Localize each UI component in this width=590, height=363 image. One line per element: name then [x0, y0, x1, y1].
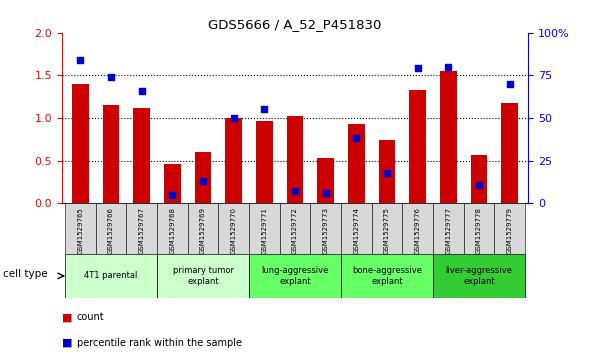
- Text: GSM1529765: GSM1529765: [77, 207, 83, 254]
- Text: GSM1529776: GSM1529776: [415, 207, 421, 254]
- Text: primary tumor
explant: primary tumor explant: [172, 266, 234, 286]
- Bar: [65, 254, 157, 298]
- Point: [229, 115, 238, 121]
- Bar: [440, 71, 457, 203]
- Point: [76, 57, 85, 63]
- Text: GSM1529773: GSM1529773: [323, 207, 329, 254]
- Title: GDS5666 / A_52_P451830: GDS5666 / A_52_P451830: [208, 19, 382, 32]
- Point: [444, 64, 453, 70]
- Bar: [402, 203, 433, 254]
- Point: [260, 107, 269, 113]
- Point: [505, 81, 514, 87]
- Point: [382, 170, 392, 175]
- Bar: [409, 90, 426, 203]
- Bar: [133, 108, 150, 203]
- Text: liver-aggressive
explant: liver-aggressive explant: [445, 266, 513, 286]
- Text: GSM1529778: GSM1529778: [476, 207, 482, 254]
- Bar: [341, 203, 372, 254]
- Text: GSM1529772: GSM1529772: [292, 207, 298, 254]
- Bar: [310, 203, 341, 254]
- Bar: [72, 84, 88, 203]
- Text: lung-aggressive
explant: lung-aggressive explant: [261, 266, 329, 286]
- Text: GSM1529767: GSM1529767: [139, 207, 145, 254]
- Point: [106, 74, 116, 80]
- Bar: [494, 203, 525, 254]
- Bar: [249, 203, 280, 254]
- Bar: [218, 203, 249, 254]
- Text: GSM1529770: GSM1529770: [231, 207, 237, 254]
- Text: GSM1529771: GSM1529771: [261, 207, 267, 254]
- Bar: [103, 105, 119, 203]
- Text: GSM1529769: GSM1529769: [200, 207, 206, 254]
- Bar: [502, 103, 518, 203]
- Bar: [280, 203, 310, 254]
- Text: GSM1529775: GSM1529775: [384, 207, 390, 254]
- Bar: [249, 254, 341, 298]
- Text: GSM1529774: GSM1529774: [353, 207, 359, 254]
- Bar: [372, 203, 402, 254]
- Bar: [433, 254, 525, 298]
- Text: bone-aggressive
explant: bone-aggressive explant: [352, 266, 422, 286]
- Point: [137, 88, 146, 94]
- Text: 4T1 parental: 4T1 parental: [84, 272, 137, 280]
- Bar: [225, 118, 242, 203]
- Bar: [164, 164, 181, 203]
- Point: [352, 135, 361, 141]
- Bar: [188, 203, 218, 254]
- Point: [198, 178, 208, 184]
- Bar: [317, 158, 334, 203]
- Point: [321, 190, 330, 196]
- Text: GSM1529768: GSM1529768: [169, 207, 175, 254]
- Bar: [433, 203, 464, 254]
- Text: percentile rank within the sample: percentile rank within the sample: [77, 338, 242, 348]
- Point: [474, 182, 484, 187]
- Bar: [348, 124, 365, 203]
- Point: [413, 66, 422, 72]
- Text: cell type: cell type: [3, 269, 48, 279]
- Point: [290, 188, 300, 194]
- Bar: [195, 152, 211, 203]
- Bar: [96, 203, 126, 254]
- Bar: [287, 116, 303, 203]
- Bar: [126, 203, 157, 254]
- Bar: [157, 254, 249, 298]
- Text: count: count: [77, 312, 104, 322]
- Bar: [256, 121, 273, 203]
- Bar: [65, 203, 96, 254]
- Text: ■: ■: [62, 312, 73, 322]
- Text: GSM1529779: GSM1529779: [507, 207, 513, 254]
- Bar: [341, 254, 433, 298]
- Text: ■: ■: [62, 338, 73, 348]
- Point: [168, 192, 177, 197]
- Text: GSM1529777: GSM1529777: [445, 207, 451, 254]
- Bar: [157, 203, 188, 254]
- Bar: [471, 155, 487, 203]
- Text: GSM1529766: GSM1529766: [108, 207, 114, 254]
- Bar: [379, 140, 395, 203]
- Bar: [464, 203, 494, 254]
